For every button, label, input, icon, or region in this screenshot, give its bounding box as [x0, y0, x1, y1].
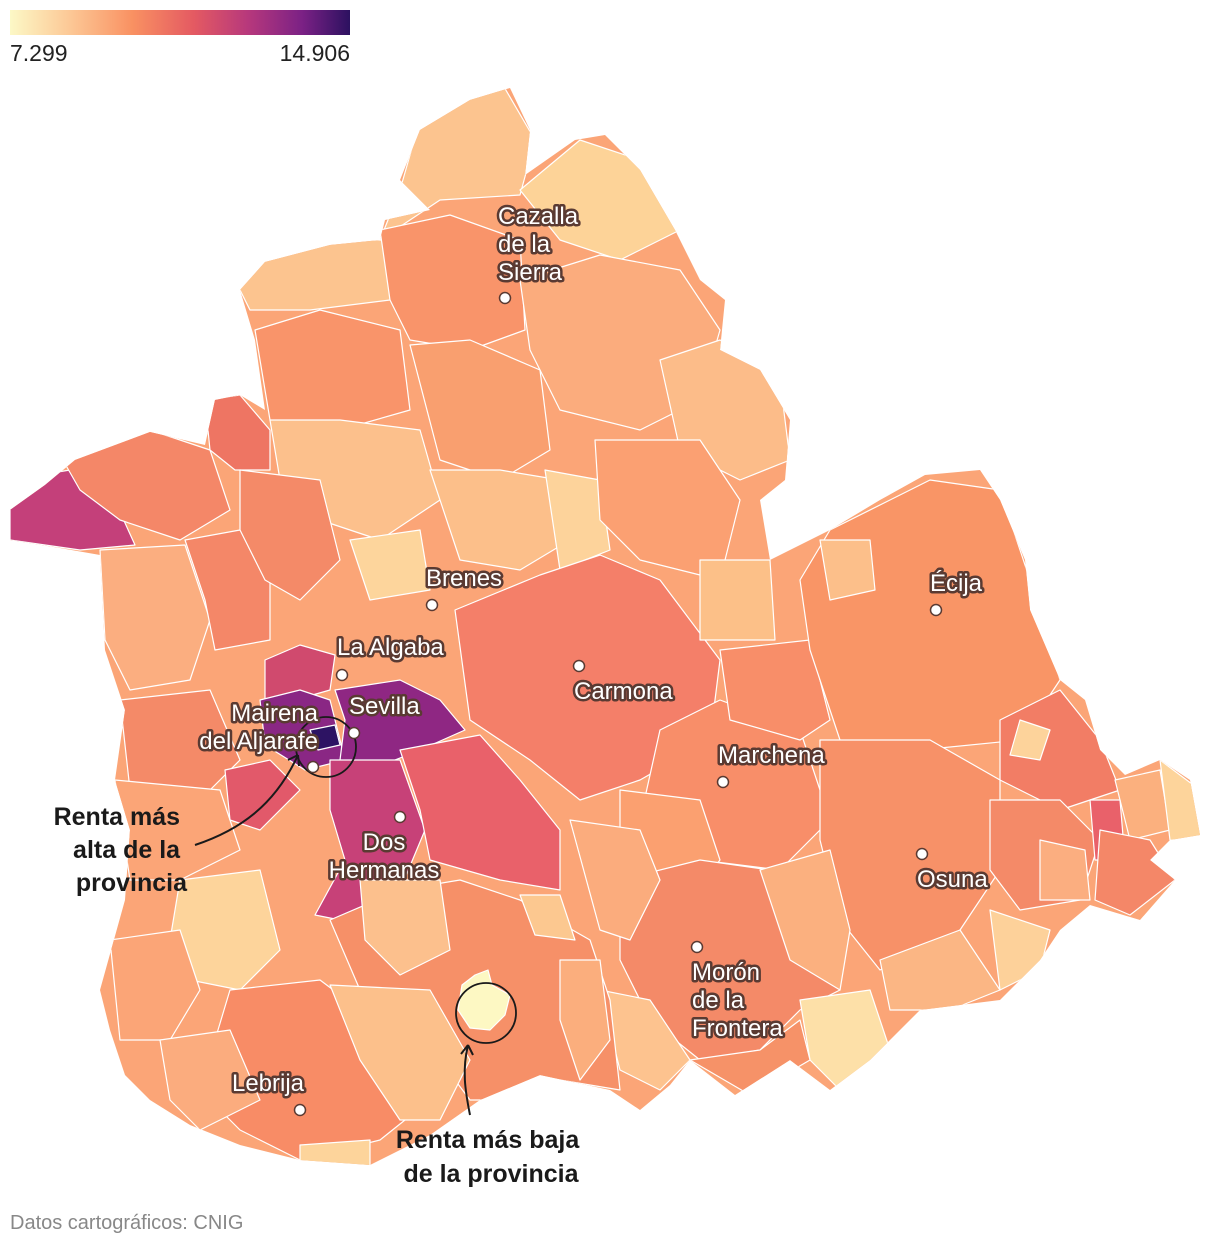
lowest-income-annotation: Renta más baja de la provincia	[396, 1126, 586, 1188]
municipality	[159, 1029, 261, 1131]
municipality	[409, 339, 551, 481]
city-marker	[306, 760, 320, 774]
municipality	[879, 929, 1001, 1011]
city-label: La Algaba	[337, 634, 444, 661]
data-source: Datos cartográficos: CNIG	[10, 1212, 244, 1234]
city-labels: Cazalla de la Sierra Brenes Écija La Algaba Ca…	[197, 201, 991, 1100]
city-marker	[690, 940, 704, 954]
municipality	[99, 544, 211, 691]
municipality	[1009, 719, 1051, 761]
lowest-income-circle	[455, 982, 517, 1044]
legend-color-bar	[10, 10, 350, 35]
highest-income-annotation: Renta más alta de la provincia	[54, 803, 188, 897]
municipality	[349, 529, 431, 601]
city-label: Osuna	[917, 866, 988, 893]
municipality	[299, 1139, 371, 1165]
city-marker	[425, 598, 439, 612]
city-label: Morón de la Frontera	[692, 959, 783, 1042]
city-marker	[716, 775, 730, 789]
municipality	[254, 309, 411, 431]
municipality	[109, 929, 201, 1041]
municipality	[239, 469, 341, 601]
municipality	[1039, 839, 1091, 901]
municipality	[759, 849, 851, 991]
highest-income-circle	[295, 716, 357, 778]
city-label: Marchena	[718, 742, 825, 769]
municipality	[719, 639, 831, 741]
municipality	[224, 759, 301, 831]
highest-income-arrow	[194, 754, 299, 846]
municipality	[229, 239, 391, 311]
municipality	[399, 734, 561, 891]
city-label: Cazalla de la Sierra	[498, 203, 579, 286]
city-marker	[498, 291, 512, 305]
city-markers	[293, 291, 943, 1117]
legend-max-label: 14.906	[279, 40, 350, 66]
municipality	[519, 894, 576, 941]
legend-min-label: 7.299	[10, 40, 68, 66]
city-marker	[929, 603, 943, 617]
municipality	[1159, 759, 1200, 841]
city-marker	[393, 810, 407, 824]
municipality	[309, 724, 341, 751]
municipality	[1094, 829, 1176, 916]
city-label: Sevilla	[349, 693, 420, 720]
city-marker	[347, 726, 361, 740]
city-marker	[915, 847, 929, 861]
city-marker	[335, 668, 349, 682]
municipality	[544, 469, 611, 571]
city-label: Dos Hermanas	[329, 829, 440, 884]
municipality	[559, 959, 611, 1081]
municipality	[379, 214, 526, 351]
city-marker	[572, 659, 586, 673]
city-marker	[293, 1103, 307, 1117]
lowest-income-municipality	[457, 969, 511, 1031]
city-label: Brenes	[426, 565, 502, 592]
municipality	[699, 559, 776, 641]
municipality	[359, 879, 451, 976]
municipality	[119, 689, 241, 801]
municipality	[819, 539, 876, 601]
lowest-income-arrow	[463, 1044, 471, 1116]
municipality	[204, 394, 271, 471]
city-label: Mairena del Aljarafe	[199, 700, 318, 755]
city-label: Carmona	[574, 678, 673, 705]
city-label: Écija	[930, 570, 983, 597]
municipality	[569, 819, 661, 941]
municipality	[329, 984, 471, 1121]
city-label: Lebrija	[232, 1070, 305, 1097]
